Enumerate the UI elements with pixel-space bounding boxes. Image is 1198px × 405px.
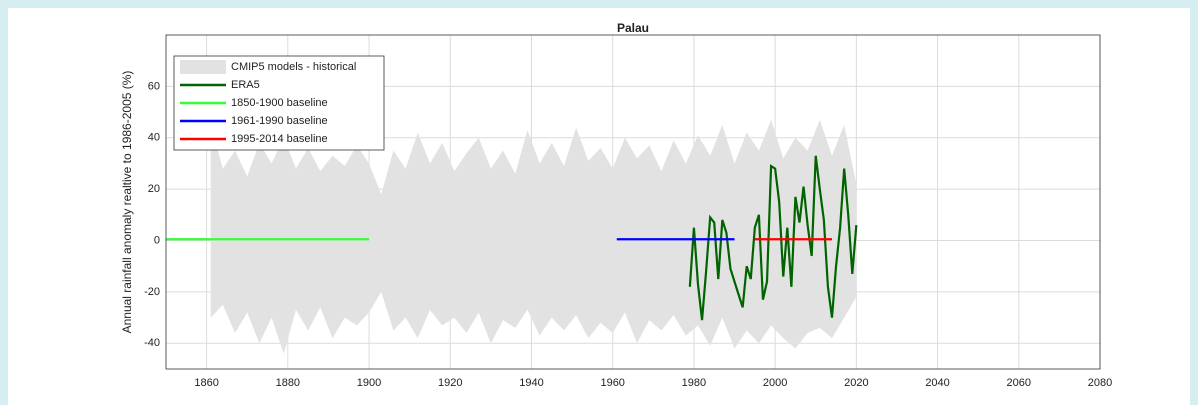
legend-label: CMIP5 models - historical xyxy=(231,61,356,73)
y-tick-label: -20 xyxy=(144,286,160,298)
legend-label: 1850-1900 baseline xyxy=(231,97,328,109)
y-axis-label: Annual rainfall anomaly realtive to 1986… xyxy=(120,71,134,334)
y-tick-label: 60 xyxy=(148,80,160,92)
x-tick-label: 1920 xyxy=(438,377,462,389)
y-tick-label: 40 xyxy=(148,132,160,144)
x-tick-label: 1960 xyxy=(600,377,624,389)
series-line xyxy=(688,155,858,321)
x-tick-label: 2080 xyxy=(1088,377,1112,389)
x-tick-label: 1940 xyxy=(519,377,543,389)
chart-title: Palau xyxy=(617,21,649,35)
y-tick-label: 0 xyxy=(154,234,160,246)
x-tick-label: 2020 xyxy=(844,377,868,389)
x-tick-label: 2060 xyxy=(1007,377,1031,389)
legend-swatch xyxy=(180,60,226,74)
x-tick-label: 1980 xyxy=(682,377,706,389)
x-tick-label: 1880 xyxy=(276,377,300,389)
legend-label: 1961-1990 baseline xyxy=(231,115,328,127)
plot-border xyxy=(165,34,1101,370)
y-tick-label: 20 xyxy=(148,183,160,195)
y-tick-label: -40 xyxy=(144,337,160,349)
x-tick-label: 1900 xyxy=(357,377,381,389)
model-band xyxy=(210,119,857,354)
x-tick-label: 2000 xyxy=(763,377,787,389)
legend-label: 1995-2014 baseline xyxy=(231,133,328,145)
legend-label: ERA5 xyxy=(231,79,260,91)
x-tick-label: 1860 xyxy=(194,377,218,389)
x-tick-label: 2040 xyxy=(925,377,949,389)
